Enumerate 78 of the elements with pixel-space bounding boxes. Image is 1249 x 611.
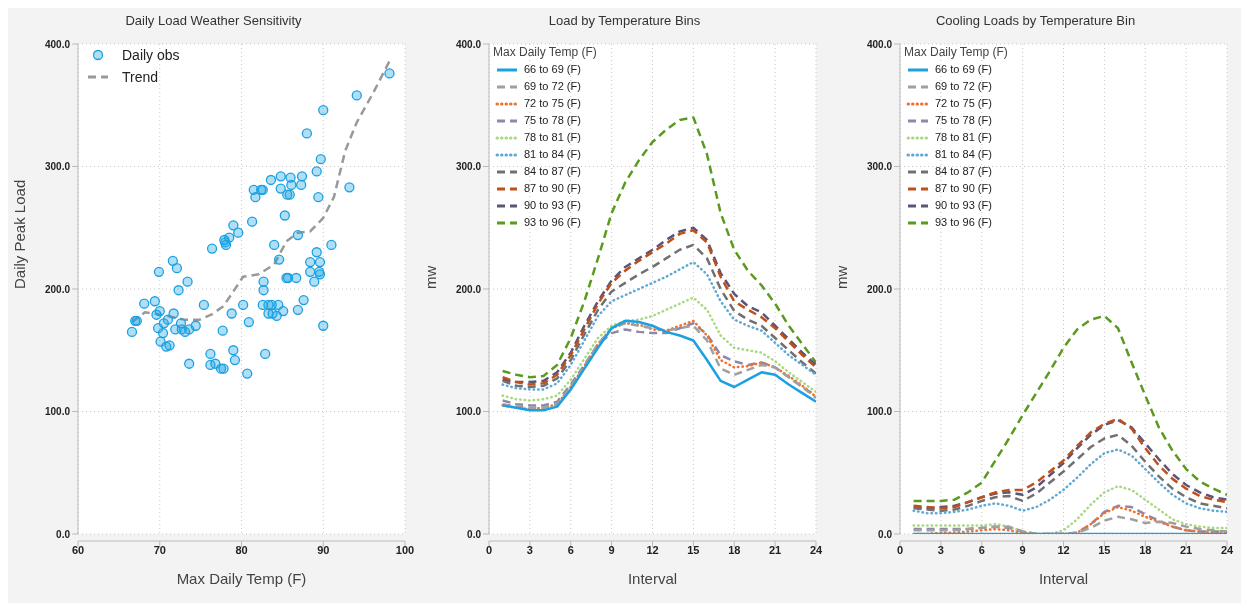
- legend-label: 81 to 84 (F): [935, 147, 992, 162]
- x-tick-label: 9: [1019, 543, 1026, 556]
- y-tick-label: 200.0: [44, 283, 71, 295]
- legend-label: 78 to 81 (F): [524, 130, 581, 145]
- legend-label: 75 to 78 (F): [524, 113, 581, 128]
- line-series: [912, 448, 1227, 515]
- y-tick-label: 100.0: [866, 406, 893, 418]
- legend-label: 69 to 72 (F): [935, 79, 992, 94]
- x-tick-label: 80: [235, 543, 248, 556]
- legend-label: 72 to 75 (F): [935, 96, 992, 111]
- y-tick-label: 300.0: [455, 161, 482, 173]
- x-tick-label: 21: [769, 543, 782, 556]
- y-tick-label: 100.0: [455, 406, 482, 418]
- legend-label: 66 to 69 (F): [935, 62, 992, 77]
- y-axis-title: mw: [422, 265, 440, 289]
- chart-title: Cooling Loads by Temperature Bin: [934, 12, 1137, 30]
- x-tick-label: 90: [317, 543, 330, 556]
- legend-label: 69 to 72 (F): [524, 79, 581, 94]
- x-tick-label: 100: [395, 543, 415, 556]
- legend-label: Daily obs: [122, 46, 180, 65]
- line-series: [912, 484, 1227, 534]
- x-tick-label: 24: [1220, 543, 1234, 556]
- legend-label: 93 to 96 (F): [524, 215, 581, 230]
- y-tick-label: 400.0: [455, 38, 482, 50]
- legend-label: 81 to 84 (F): [524, 147, 581, 162]
- y-tick-label: 0.0: [56, 528, 71, 540]
- line-series: [501, 296, 816, 402]
- x-tick-label: 6: [978, 543, 985, 556]
- line-series: [912, 314, 1227, 503]
- y-tick-label: 300.0: [44, 161, 71, 173]
- x-tick-label: 9: [608, 543, 615, 556]
- legend-label: 75 to 78 (F): [935, 113, 992, 128]
- legend-label: 78 to 81 (F): [935, 130, 992, 145]
- y-tick-label: 400.0: [866, 38, 893, 50]
- y-tick-label: 0.0: [467, 528, 482, 540]
- legend-label: 90 to 93 (F): [524, 198, 581, 213]
- y-tick-label: 300.0: [866, 161, 893, 173]
- x-tick-label: 24: [809, 543, 823, 556]
- x-tick-label: 15: [1098, 543, 1111, 556]
- chart-title: Daily Load Weather Sensitivity: [124, 12, 303, 30]
- x-tick-label: 6: [567, 543, 574, 556]
- chart-title: Load by Temperature Bins: [547, 12, 702, 30]
- x-tick-label: 12: [1057, 543, 1070, 556]
- legend-label: 87 to 90 (F): [524, 181, 581, 196]
- x-tick-label: 0: [896, 543, 904, 556]
- legend-label: 66 to 69 (F): [524, 62, 581, 77]
- x-tick-label: 18: [728, 543, 741, 556]
- x-tick-label: 70: [153, 543, 166, 556]
- line-series: [912, 433, 1227, 512]
- y-tick-label: 100.0: [44, 406, 71, 418]
- legend-label: 93 to 96 (F): [935, 215, 992, 230]
- legend-label: 72 to 75 (F): [524, 96, 581, 111]
- y-tick-label: 0.0: [878, 528, 893, 540]
- x-axis-title: Interval: [627, 570, 678, 587]
- line-series: [501, 116, 816, 379]
- x-tick-label: 21: [1180, 543, 1193, 556]
- y-axis-title: Daily Peak Load: [11, 179, 29, 289]
- x-axis-title: Max Daily Temp (F): [176, 570, 307, 587]
- legend-title: Max Daily Temp (F): [904, 44, 1008, 61]
- legend-label: Trend: [122, 68, 159, 87]
- x-tick-label: 18: [1139, 543, 1152, 556]
- x-tick-label: 3: [526, 543, 533, 556]
- legend-label: 84 to 87 (F): [935, 164, 992, 179]
- x-tick-label: 3: [937, 543, 944, 556]
- y-tick-label: 200.0: [866, 283, 893, 295]
- x-tick-label: 12: [646, 543, 659, 556]
- y-tick-label: 400.0: [44, 38, 71, 50]
- legend-title: Max Daily Temp (F): [493, 44, 597, 61]
- x-tick-label: 0: [485, 543, 493, 556]
- line-series: [912, 515, 1227, 534]
- x-tick-label: 60: [71, 543, 85, 556]
- y-axis-title: mw: [833, 265, 851, 289]
- x-axis-title: Interval: [1038, 570, 1089, 587]
- y-tick-label: 200.0: [455, 283, 482, 295]
- legend-label: 84 to 87 (F): [524, 164, 581, 179]
- legend-label: 90 to 93 (F): [935, 198, 992, 213]
- legend-label: 87 to 90 (F): [935, 181, 992, 196]
- x-tick-label: 15: [687, 543, 700, 556]
